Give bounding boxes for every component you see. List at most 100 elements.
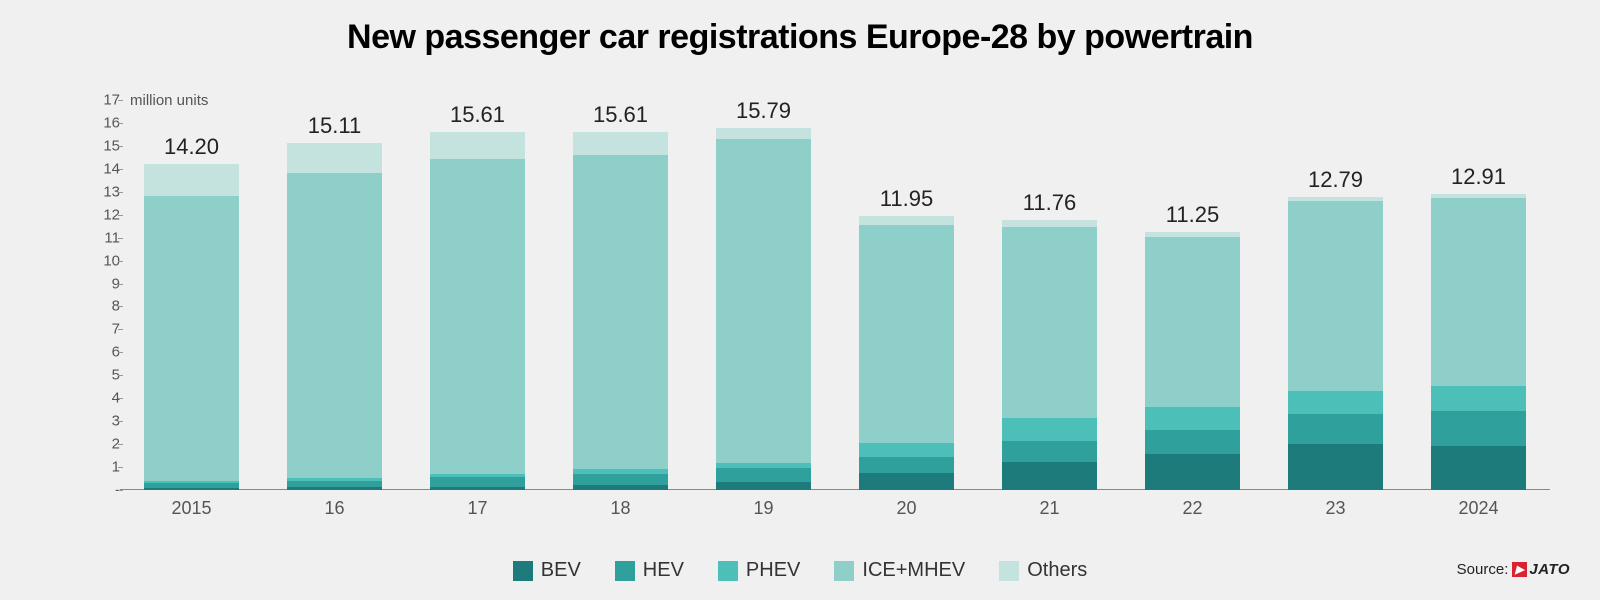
y-tick-label: 7: [85, 321, 120, 338]
bar-segment-ice-mhev: [1145, 237, 1239, 408]
bar-segment-others: [1002, 220, 1096, 227]
bar-segment-phev: [1145, 407, 1239, 430]
bar-segment-others: [430, 132, 524, 160]
bar-segment-hev: [1288, 414, 1382, 444]
bar: 15.79: [716, 128, 810, 490]
bar-segment-ice-mhev: [1288, 201, 1382, 391]
bar-segment-bev: [1288, 444, 1382, 490]
source-logo: ▶ JATO: [1512, 561, 1570, 578]
bar-segment-ice-mhev: [144, 196, 238, 480]
y-tick-label: 1: [85, 459, 120, 476]
bar-segment-ice-mhev: [573, 155, 667, 470]
legend-swatch: [513, 561, 533, 581]
bar-segment-hev: [1431, 411, 1525, 447]
legend-label: HEV: [643, 559, 684, 582]
bar-segment-bev: [859, 473, 953, 490]
chart-plot-area: 14.20201515.111615.611715.611815.791911.…: [120, 100, 1550, 490]
y-tick-label: 8: [85, 298, 120, 315]
legend-item-hev: HEV: [615, 559, 684, 582]
x-tick-label: 23: [1325, 498, 1345, 519]
legend-swatch: [834, 561, 854, 581]
bars-container: 14.20201515.111615.611715.611815.791911.…: [120, 100, 1550, 490]
legend: BEV HEV PHEV ICE+MHEV Others: [0, 559, 1600, 582]
bar-total-label: 12.91: [1451, 164, 1506, 190]
bar-segment-ice-mhev: [859, 225, 953, 443]
bar-slot: 11.2522: [1121, 100, 1264, 490]
bar-total-label: 11.95: [880, 186, 933, 212]
bar: 11.25: [1145, 232, 1239, 490]
bar-segment-phev: [1002, 418, 1096, 441]
bar-total-label: 15.61: [593, 102, 648, 128]
bar-segment-bev: [1431, 446, 1525, 490]
bar-total-label: 14.20: [164, 134, 219, 160]
chart-title: New passenger car registrations Europe-2…: [0, 18, 1600, 57]
bar: 11.95: [859, 216, 953, 490]
bar-segment-ice-mhev: [1431, 198, 1525, 385]
bar-segment-hev: [430, 477, 524, 486]
legend-label: ICE+MHEV: [862, 559, 965, 582]
y-tick-label: 11: [85, 229, 120, 246]
x-tick-label: 18: [610, 498, 630, 519]
bar-segment-bev: [1145, 454, 1239, 490]
bar: 12.91: [1431, 194, 1525, 490]
bar: 12.79: [1288, 197, 1382, 490]
y-tick-label: 16: [85, 114, 120, 131]
bar-segment-phev: [1431, 386, 1525, 411]
bar-segment-hev: [1145, 430, 1239, 454]
legend-label: BEV: [541, 559, 581, 582]
bar-total-label: 11.76: [1023, 190, 1076, 216]
bar-slot: 15.1116: [263, 100, 406, 490]
x-tick-label: 21: [1039, 498, 1059, 519]
bar-segment-others: [716, 128, 810, 139]
bar-segment-hev: [859, 457, 953, 473]
bar-segment-bev: [1002, 462, 1096, 490]
y-tick-label: 10: [85, 252, 120, 269]
y-tick-label: 13: [85, 183, 120, 200]
x-tick-label: 2024: [1458, 498, 1498, 519]
bar-segment-others: [573, 132, 667, 155]
x-tick-label: 19: [753, 498, 773, 519]
bar-segment-ice-mhev: [1002, 227, 1096, 418]
bar-slot: 14.202015: [120, 100, 263, 490]
legend-item-ice-mhev: ICE+MHEV: [834, 559, 965, 582]
y-tick-label: 4: [85, 390, 120, 407]
source-attribution: Source: ▶ JATO: [1457, 561, 1570, 578]
y-axis: -1234567891011121314151617: [85, 100, 120, 490]
legend-label: PHEV: [746, 559, 800, 582]
bar-total-label: 11.25: [1166, 202, 1219, 228]
bar-segment-hev: [716, 468, 810, 482]
bar-segment-hev: [287, 481, 381, 488]
bar: 14.20: [144, 164, 238, 490]
source-prefix: Source:: [1457, 561, 1509, 578]
y-tick-label: 6: [85, 344, 120, 361]
legend-item-bev: BEV: [513, 559, 581, 582]
x-tick-label: 2015: [171, 498, 211, 519]
y-tick-label: 2: [85, 436, 120, 453]
bar-slot: 12.7923: [1264, 100, 1407, 490]
x-tick-label: 20: [896, 498, 916, 519]
source-name: JATO: [1529, 561, 1570, 578]
bar-slot: 15.7919: [692, 100, 835, 490]
bar: 15.61: [573, 132, 667, 490]
bar-total-label: 15.61: [450, 102, 505, 128]
bar-segment-others: [144, 164, 238, 196]
x-tick-label: 22: [1182, 498, 1202, 519]
bar-slot: 11.7621: [978, 100, 1121, 490]
bar: 11.76: [1002, 220, 1096, 490]
legend-label: Others: [1027, 559, 1087, 582]
bar-segment-bev: [430, 487, 524, 490]
y-tick-label: 3: [85, 413, 120, 430]
bar-segment-ice-mhev: [716, 139, 810, 463]
y-tick-label: 14: [85, 160, 120, 177]
legend-item-others: Others: [999, 559, 1087, 582]
x-tick-label: 17: [467, 498, 487, 519]
bar-segment-bev: [716, 482, 810, 490]
bar-segment-bev: [573, 485, 667, 490]
y-tick-label: 9: [85, 275, 120, 292]
bar-slot: 11.9520: [835, 100, 978, 490]
bar: 15.61: [430, 132, 524, 490]
bar-total-label: 15.79: [736, 98, 791, 124]
x-tick-label: 16: [324, 498, 344, 519]
bar-segment-others: [859, 216, 953, 225]
bar-total-label: 15.11: [308, 113, 361, 139]
